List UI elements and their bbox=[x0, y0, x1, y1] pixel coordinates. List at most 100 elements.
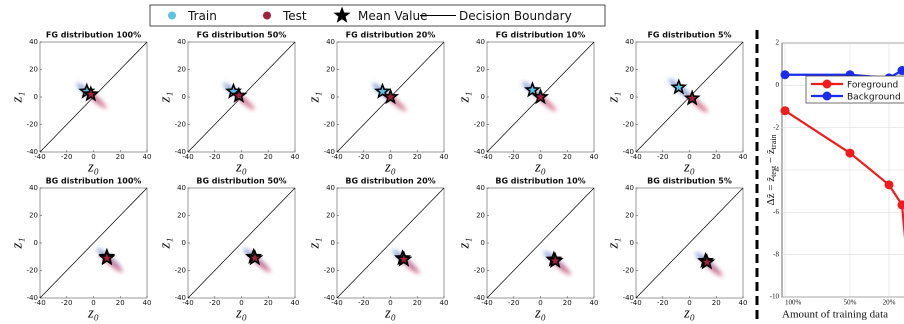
x-tick-label: 40 bbox=[440, 299, 449, 307]
series-marker bbox=[845, 148, 855, 158]
plots: Train Test Mean Value Decision Boundary FG d… bbox=[9, 6, 904, 321]
legend-label: Background bbox=[847, 93, 901, 103]
y-tick-label: 20 bbox=[476, 66, 485, 74]
subplot-title: FG distribution 50% bbox=[197, 31, 287, 40]
x-tick-label: -40 bbox=[34, 153, 45, 161]
y-tick-label: 0 bbox=[34, 239, 38, 247]
y-axis-label-part: train bbox=[769, 135, 778, 150]
x-tick-label: 50% bbox=[844, 299, 857, 307]
x-tick-label: 0 bbox=[538, 299, 542, 307]
x-tick-label: 40 bbox=[739, 153, 748, 161]
x-axis-label: z₀ bbox=[384, 159, 396, 175]
x-tick-label: 20 bbox=[264, 299, 273, 307]
y-tick-label: -40 bbox=[324, 294, 335, 302]
mean-star-core bbox=[536, 92, 545, 101]
x-tick-label: 100% bbox=[785, 299, 802, 307]
y-tick-label: 0 bbox=[776, 81, 780, 89]
x-tick-label: -20 bbox=[61, 153, 72, 161]
x-tick-label: 20 bbox=[563, 153, 572, 161]
legend-marker bbox=[822, 79, 832, 89]
x-tick-label: -20 bbox=[209, 153, 220, 161]
x-tick-label: -20 bbox=[657, 299, 668, 307]
y-tick-label: -40 bbox=[27, 148, 38, 156]
x-tick-label: 0 bbox=[91, 153, 95, 161]
y-tick-label: -20 bbox=[27, 121, 38, 129]
x-tick-label: 20 bbox=[116, 299, 125, 307]
x-tick-label: -40 bbox=[481, 153, 492, 161]
legend-box bbox=[149, 4, 606, 27]
x-tick-label: 0 bbox=[687, 299, 691, 307]
mean-star-core bbox=[528, 85, 537, 94]
y-tick-label: 0 bbox=[481, 239, 485, 247]
x-tick-label: 40 bbox=[143, 153, 152, 161]
x-tick-label: 0 bbox=[687, 153, 691, 161]
y-tick-label: -40 bbox=[623, 148, 634, 156]
subplot-title: FG distribution 10% bbox=[496, 31, 586, 40]
x-tick-label: -40 bbox=[182, 153, 193, 161]
x-axis-label: Amount of training data bbox=[782, 309, 888, 321]
y-tick-label: -40 bbox=[623, 294, 634, 302]
x-tick-label: 20 bbox=[712, 153, 721, 161]
y-tick-label: 20 bbox=[326, 212, 335, 220]
x-tick-label: -20 bbox=[61, 299, 72, 307]
legend-marker bbox=[333, 6, 351, 23]
y-tick-label: -20 bbox=[623, 267, 634, 275]
y-axis-label-part: Δẑ = ẑ bbox=[765, 177, 777, 206]
y-tick-label: 20 bbox=[177, 212, 186, 220]
x-tick-label: -40 bbox=[331, 299, 342, 307]
subplot-title: FG distribution 20% bbox=[346, 31, 436, 40]
y-tick-label: 2 bbox=[776, 39, 780, 47]
x-tick-label: -20 bbox=[358, 299, 369, 307]
x-tick-label: -20 bbox=[657, 153, 668, 161]
x-axis-label: z₀ bbox=[683, 159, 695, 175]
y-tick-label: 40 bbox=[476, 38, 485, 46]
x-axis-label: z₀ bbox=[87, 159, 99, 175]
x-axis-label: z₀ bbox=[534, 159, 546, 175]
y-tick-label: 20 bbox=[476, 212, 485, 220]
x-tick-label: -20 bbox=[508, 153, 519, 161]
y-axis-label-part: test bbox=[769, 165, 778, 177]
legend-marker bbox=[263, 11, 271, 20]
y-tick-label: 40 bbox=[177, 38, 186, 46]
y-axis-label: z₁ bbox=[605, 237, 621, 249]
x-tick-label: 0 bbox=[388, 153, 392, 161]
series-marker bbox=[780, 106, 790, 116]
x-tick-label: -40 bbox=[182, 299, 193, 307]
x-tick-label: 20 bbox=[712, 299, 721, 307]
x-axis-label: z₀ bbox=[683, 305, 695, 321]
y-tick-label: 0 bbox=[182, 93, 186, 101]
x-tick-label: 20 bbox=[413, 153, 422, 161]
subplot-title: BG distribution 100% bbox=[46, 177, 142, 186]
series-marker bbox=[780, 70, 790, 80]
y-tick-label: -40 bbox=[175, 294, 186, 302]
y-tick-label: 20 bbox=[29, 66, 38, 74]
legend-label: Foreground bbox=[847, 81, 898, 91]
x-tick-label: 40 bbox=[291, 153, 300, 161]
y-axis-label: z₁ bbox=[306, 91, 322, 103]
y-axis-label: z₁ bbox=[456, 237, 472, 249]
y-tick-label: -20 bbox=[474, 121, 485, 129]
subplot-title: BG distribution 50% bbox=[196, 177, 286, 186]
mean-star-core bbox=[687, 93, 697, 103]
decision-boundary bbox=[187, 187, 296, 299]
mean-star-core bbox=[86, 89, 96, 98]
x-tick-label: 20 bbox=[563, 299, 572, 307]
x-tick-label: 20 bbox=[413, 299, 422, 307]
x-tick-label: 20 bbox=[264, 153, 273, 161]
y-tick-label: -20 bbox=[474, 267, 485, 275]
subplot-title: BG distribution 5% bbox=[647, 177, 732, 186]
x-axis-label: z₀ bbox=[235, 159, 247, 175]
mean-star-core bbox=[702, 257, 712, 266]
y-tick-label: -40 bbox=[324, 148, 335, 156]
x-tick-label: 40 bbox=[291, 299, 300, 307]
x-tick-label: 20% bbox=[883, 299, 896, 307]
y-tick-label: 40 bbox=[326, 184, 335, 192]
y-tick-label: 40 bbox=[625, 184, 634, 192]
y-tick-label: 20 bbox=[326, 66, 335, 74]
series-marker bbox=[897, 200, 904, 210]
y-tick-label: -20 bbox=[623, 121, 634, 129]
mean-star-core bbox=[82, 87, 92, 96]
x-tick-label: 0 bbox=[239, 153, 243, 161]
